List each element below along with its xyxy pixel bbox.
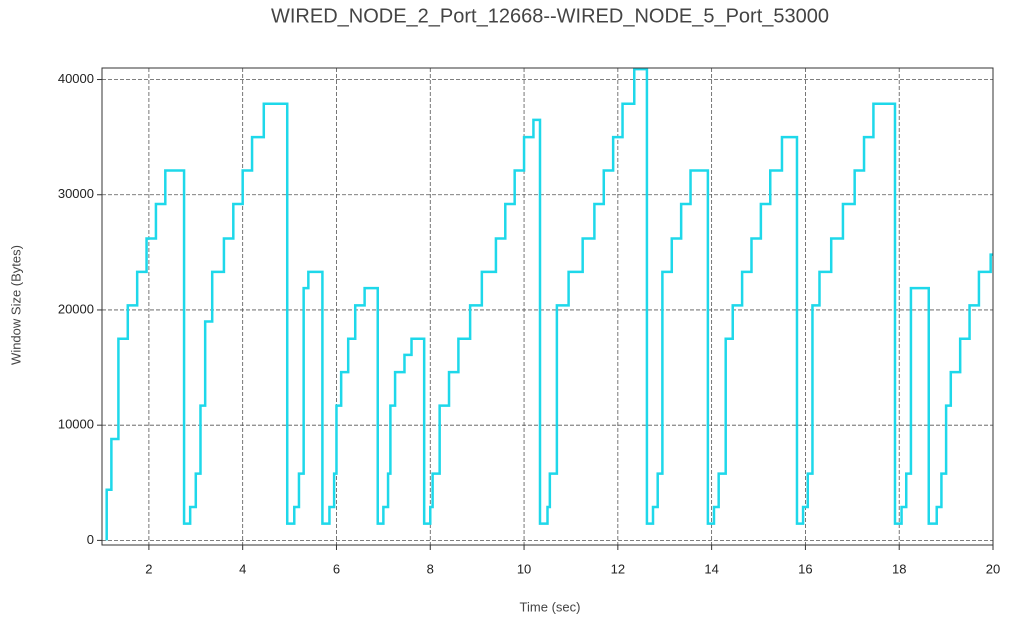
chart-title: WIRED_NODE_2_Port_12668--WIRED_NODE_5_Po… — [271, 5, 829, 27]
series-line — [105, 67, 993, 541]
x-axis-title: Time (sec) — [520, 599, 581, 614]
y-tick-label: 0 — [87, 532, 94, 547]
y-tick-label: 20000 — [58, 301, 94, 316]
x-tick-label: 8 — [427, 561, 434, 576]
x-tick-label: 12 — [611, 561, 625, 576]
x-tick-label: 18 — [892, 561, 906, 576]
x-tick-label: 6 — [333, 561, 340, 576]
y-tick-label: 30000 — [58, 186, 94, 201]
y-tick-label: 10000 — [58, 417, 94, 432]
x-tick-label: 16 — [798, 561, 812, 576]
x-tick-label: 14 — [704, 561, 718, 576]
x-tick-label: 2 — [145, 561, 152, 576]
x-tick-label: 20 — [986, 561, 1000, 576]
x-tick-label: 4 — [239, 561, 246, 576]
x-tick-label: 10 — [517, 561, 531, 576]
y-tick-label: 40000 — [58, 71, 94, 86]
grid — [97, 68, 994, 550]
plot-frame — [101, 67, 994, 546]
y-axis-title: Window Size (Bytes) — [8, 245, 23, 365]
plot — [105, 67, 993, 541]
